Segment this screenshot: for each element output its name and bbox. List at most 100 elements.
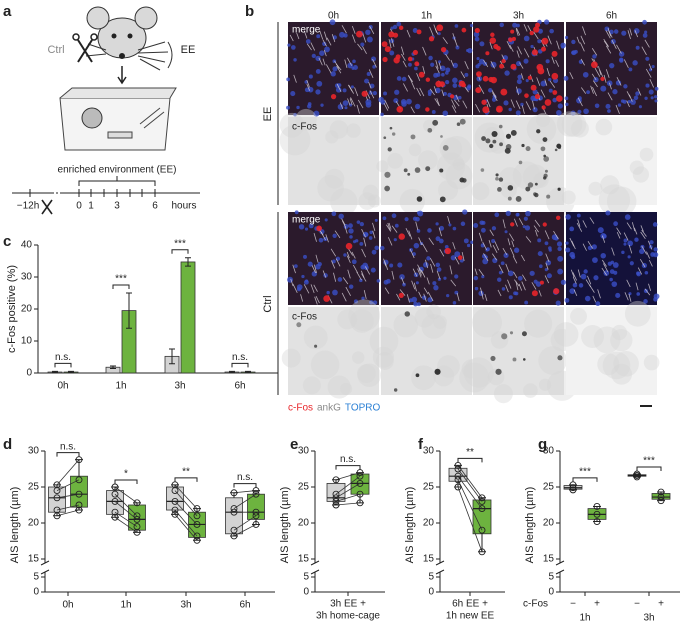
nucleus bbox=[433, 285, 439, 291]
nucleus bbox=[523, 35, 530, 42]
ais-segment bbox=[509, 233, 515, 242]
cfos-nucleus bbox=[475, 87, 482, 94]
nucleus bbox=[592, 54, 597, 59]
nucleus bbox=[359, 242, 364, 246]
ais-segment bbox=[384, 287, 390, 294]
nucleus bbox=[505, 210, 511, 217]
ais-segment bbox=[442, 37, 448, 45]
cfos-nucleus bbox=[500, 88, 508, 96]
cfos-nucleus bbox=[501, 58, 506, 64]
nucleus bbox=[399, 274, 405, 280]
ais-segment bbox=[521, 281, 526, 291]
ais-segment bbox=[506, 40, 512, 49]
nucleus bbox=[523, 58, 529, 64]
significance-bracket bbox=[233, 483, 257, 488]
background-blotch bbox=[340, 382, 353, 395]
nucleus bbox=[348, 284, 354, 289]
data-point bbox=[569, 484, 577, 492]
nucleus bbox=[653, 95, 658, 99]
ais-segment bbox=[433, 86, 437, 94]
cfos-spot bbox=[442, 145, 449, 151]
ais-segment bbox=[576, 36, 580, 44]
nucleus bbox=[414, 66, 418, 71]
ais-segment bbox=[306, 43, 312, 51]
ais-segment bbox=[589, 217, 595, 224]
ais-segment bbox=[585, 279, 592, 288]
ais-segment bbox=[361, 248, 366, 258]
cfos-spot bbox=[384, 185, 391, 192]
ais-segment bbox=[611, 39, 617, 49]
nucleus bbox=[441, 72, 445, 77]
ais-segment bbox=[402, 60, 407, 68]
ais-segment bbox=[582, 26, 586, 36]
box bbox=[225, 497, 243, 535]
ais-segment bbox=[391, 270, 395, 280]
nucleus bbox=[435, 262, 441, 268]
ais-segment bbox=[454, 256, 460, 265]
pair-line bbox=[457, 468, 483, 502]
nucleus bbox=[517, 275, 523, 281]
pair-line bbox=[174, 490, 198, 517]
ais-segment bbox=[525, 236, 532, 243]
ais-segment bbox=[388, 222, 392, 230]
ais-segment bbox=[342, 277, 349, 285]
nucleus bbox=[569, 288, 576, 294]
cfos-spot bbox=[495, 173, 499, 177]
nucleus bbox=[476, 56, 480, 61]
nucleus bbox=[627, 100, 631, 104]
ais-segment bbox=[417, 264, 423, 274]
pair-line bbox=[56, 504, 80, 511]
background-blotch bbox=[452, 158, 465, 171]
x-tick-label: 6h bbox=[234, 381, 245, 392]
background-blotch bbox=[632, 166, 650, 183]
ais-segment bbox=[306, 79, 310, 88]
ais-segment bbox=[423, 287, 429, 295]
nucleus bbox=[600, 253, 606, 259]
nucleus bbox=[622, 99, 627, 104]
ais-segment bbox=[369, 90, 375, 99]
mouse-ear bbox=[86, 6, 110, 30]
ais-segment bbox=[330, 248, 337, 257]
nucleus bbox=[481, 274, 485, 279]
ais-segment bbox=[336, 65, 342, 74]
background-blotch bbox=[279, 112, 305, 138]
nucleus bbox=[560, 279, 567, 285]
ais-segment bbox=[418, 267, 422, 276]
background-blotch bbox=[643, 354, 660, 371]
cfos-spot bbox=[542, 137, 548, 143]
ais-segment bbox=[603, 74, 607, 83]
ais-segment bbox=[396, 293, 401, 301]
nucleus bbox=[319, 50, 325, 56]
background-blotch bbox=[337, 309, 358, 330]
nucleus bbox=[417, 210, 424, 217]
ais-segment bbox=[417, 268, 422, 278]
cfos-nucleus bbox=[531, 49, 538, 56]
pair-line bbox=[114, 486, 138, 504]
ais-segment bbox=[387, 237, 393, 246]
ais-segment bbox=[310, 284, 315, 293]
background-blotch bbox=[556, 111, 583, 137]
ee-label: EE bbox=[181, 44, 196, 56]
nucleus bbox=[501, 287, 506, 291]
ais-segment bbox=[439, 249, 445, 257]
pair-line bbox=[114, 493, 138, 517]
ais-segment bbox=[449, 265, 453, 275]
background-blotch bbox=[303, 325, 328, 350]
row-label: Ctrl bbox=[262, 295, 274, 312]
nucleus bbox=[564, 96, 569, 101]
nucleus bbox=[435, 236, 441, 242]
axis-break bbox=[555, 560, 565, 575]
data-point bbox=[454, 483, 462, 491]
ais-segment bbox=[450, 279, 457, 287]
significance: *** bbox=[174, 238, 186, 249]
nucleus bbox=[304, 227, 309, 231]
nucleus bbox=[450, 255, 456, 261]
nucleus bbox=[389, 263, 394, 268]
nucleus bbox=[639, 248, 645, 255]
nucleus bbox=[307, 86, 314, 93]
ais-segment bbox=[516, 50, 520, 58]
background-blotch bbox=[408, 143, 422, 157]
cfos-nucleus bbox=[435, 80, 442, 88]
nucleus bbox=[394, 89, 400, 95]
cfos-spot bbox=[498, 124, 503, 129]
